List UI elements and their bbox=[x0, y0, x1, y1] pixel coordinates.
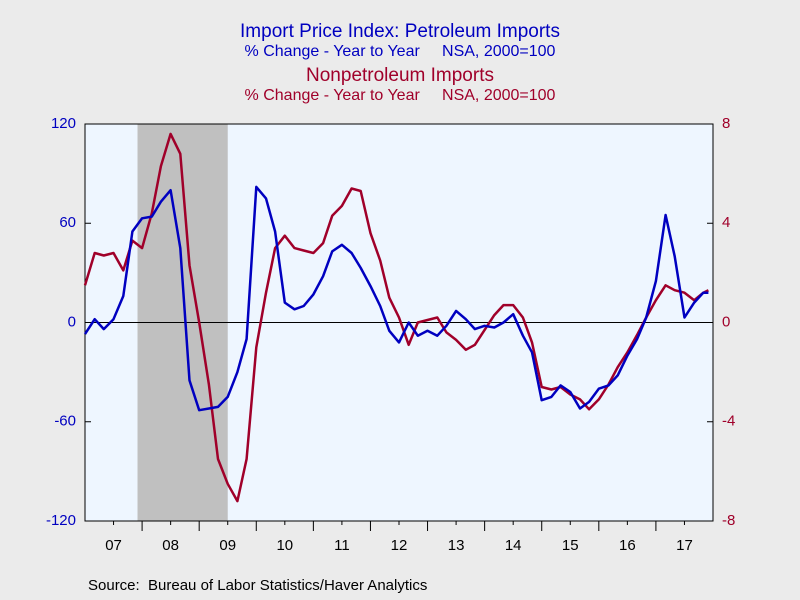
y2-tick-label: -4 bbox=[722, 413, 735, 430]
x-tick-label: 17 bbox=[676, 537, 693, 554]
series-subtitle: % Change - Year to Year NSA, 2000=100 bbox=[245, 43, 556, 60]
x-tick-label: 10 bbox=[276, 537, 293, 554]
x-tick-label: 07 bbox=[105, 537, 122, 554]
x-tick-label: 13 bbox=[448, 537, 465, 554]
x-tick-label: 11 bbox=[334, 537, 350, 554]
y-tick-label: 60 bbox=[59, 214, 76, 231]
x-tick-label: 14 bbox=[505, 537, 522, 554]
y2-tick-label: 8 bbox=[722, 115, 730, 132]
series-line bbox=[83, 185, 709, 412]
y-tick-label: 120 bbox=[51, 115, 76, 132]
y2-tick-label: -8 bbox=[722, 512, 735, 529]
plot-frame bbox=[84, 123, 714, 522]
y-tick-label: 0 bbox=[68, 313, 76, 330]
y2-tick-label: 0 bbox=[722, 313, 730, 330]
x-tick-label: 08 bbox=[162, 537, 179, 554]
y-tick-label: -60 bbox=[54, 413, 76, 430]
y-tick-label: -120 bbox=[46, 512, 76, 529]
series-title: Nonpetroleum Imports bbox=[306, 65, 494, 86]
y2-tick-label: 4 bbox=[722, 214, 730, 231]
x-tick-label: 15 bbox=[562, 537, 579, 554]
series-title: Import Price Index: Petroleum Imports bbox=[240, 21, 560, 42]
x-tick-label: 09 bbox=[219, 537, 236, 554]
source: Source: Bureau of Labor Statistics/Haver… bbox=[88, 577, 427, 594]
x-tick-label: 12 bbox=[391, 537, 408, 554]
series-subtitle: % Change - Year to Year NSA, 2000=100 bbox=[245, 87, 556, 104]
x-tick-label: 16 bbox=[619, 537, 636, 554]
